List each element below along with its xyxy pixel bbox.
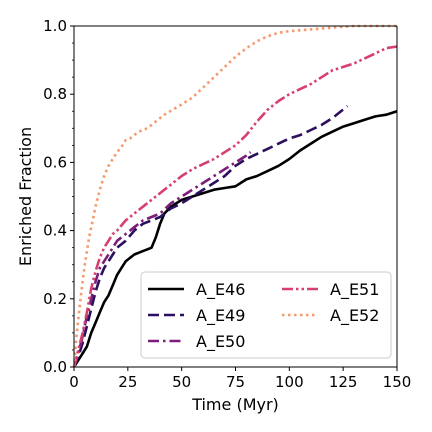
series-line-3 (72, 45, 398, 368)
x-tick-label: 150 (383, 373, 412, 391)
legend-label-3: A_E51 (330, 280, 379, 300)
y-tick-label: 0.8 (43, 85, 67, 103)
series-lines (72, 24, 398, 368)
series-line-0 (72, 110, 398, 368)
y-tick-label: 0.6 (43, 153, 67, 171)
x-axis-label: Time (Myr) (191, 395, 279, 414)
y-axis-ticks: 0.0 0.2 0.4 0.6 0.8 1.0 (43, 17, 74, 376)
legend-label-0: A_E46 (196, 280, 245, 300)
y-axis-label: Enriched Fraction (16, 127, 35, 266)
series-line-2 (72, 151, 252, 368)
y-tick-label: 1.0 (43, 17, 67, 35)
series-line-1 (72, 105, 349, 368)
x-tick-label: 25 (118, 373, 137, 391)
x-tick-label: 0 (69, 373, 79, 391)
x-axis-ticks: 0 25 50 75 100 125 150 (69, 367, 411, 391)
legend: A_E46 A_E49 A_E50 A_E51 A_E52 (140, 271, 392, 359)
y-tick-label: 0.4 (43, 222, 67, 240)
legend-label-4: A_E52 (330, 306, 379, 326)
y-tick-label: 0.0 (43, 358, 67, 376)
x-tick-label: 125 (329, 373, 358, 391)
legend-label-2: A_E50 (196, 332, 245, 352)
x-tick-label: 100 (275, 373, 304, 391)
x-tick-label: 75 (226, 373, 245, 391)
legend-box (140, 271, 392, 359)
legend-label-1: A_E49 (196, 306, 245, 326)
y-tick-label: 0.2 (43, 290, 67, 308)
x-tick-label: 50 (172, 373, 191, 391)
